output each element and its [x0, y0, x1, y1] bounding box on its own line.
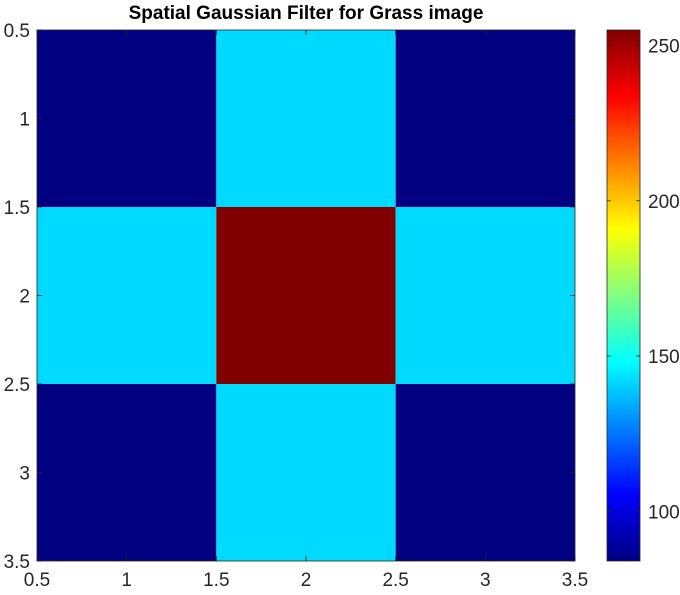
- x-tick-label: 3.5: [562, 570, 588, 591]
- heatmap-cell-r1-c2: [216, 30, 396, 207]
- colorbar: 100 150 200 250: [606, 29, 680, 562]
- y-tick-label: 3: [19, 464, 30, 485]
- heatmap-cell-r3-c3: [395, 384, 575, 561]
- y-tick-label: 3.5: [4, 552, 30, 573]
- x-tick-label: 1: [121, 570, 132, 591]
- y-tick-label: 0.5: [4, 21, 30, 42]
- y-tick-label: 1.5: [4, 198, 30, 219]
- y-tick-label: 2: [19, 287, 30, 308]
- chart-title: Spatial Gaussian Filter for Grass image: [129, 3, 484, 24]
- heatmap-cells: [37, 30, 575, 561]
- heatmap-cell-r1-c3: [395, 30, 575, 207]
- heatmap-axes: 0.5 1 1.5 2 2.5 3 3.50.511.522.533.5: [4, 21, 589, 591]
- colorbar-gradient: [606, 29, 641, 562]
- x-tick-label: 2.5: [382, 570, 408, 591]
- heatmap-cell-r2-c1: [37, 207, 217, 384]
- x-tick-label: 0.5: [24, 570, 50, 591]
- colorbar-tick-label: 100: [648, 502, 680, 523]
- colorbar-tick-label: 200: [648, 192, 680, 213]
- colorbar-tick-label: 250: [648, 37, 680, 58]
- x-tick-label: 3: [480, 570, 491, 591]
- heatmap-cell-r2-c2: [216, 207, 396, 384]
- x-tick-label: 2: [301, 570, 312, 591]
- heatmap-cell-r1-c1: [37, 30, 217, 207]
- y-tick-label: 2.5: [4, 375, 30, 396]
- heatmap-cell-r3-c2: [216, 384, 396, 561]
- heatmap-cell-r3-c1: [37, 384, 217, 561]
- colorbar-tick-label: 150: [648, 347, 680, 368]
- x-tick-label: 1.5: [203, 570, 229, 591]
- y-tick-label: 1: [19, 110, 30, 131]
- heatmap-cell-r2-c3: [395, 207, 575, 384]
